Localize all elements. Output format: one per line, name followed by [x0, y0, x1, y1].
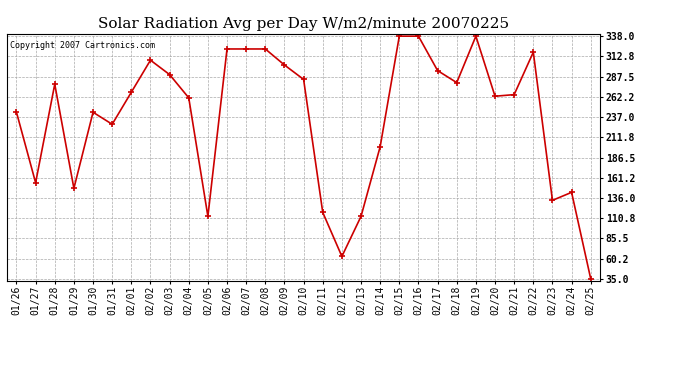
Title: Solar Radiation Avg per Day W/m2/minute 20070225: Solar Radiation Avg per Day W/m2/minute …	[98, 17, 509, 31]
Text: Copyright 2007 Cartronics.com: Copyright 2007 Cartronics.com	[10, 41, 155, 50]
